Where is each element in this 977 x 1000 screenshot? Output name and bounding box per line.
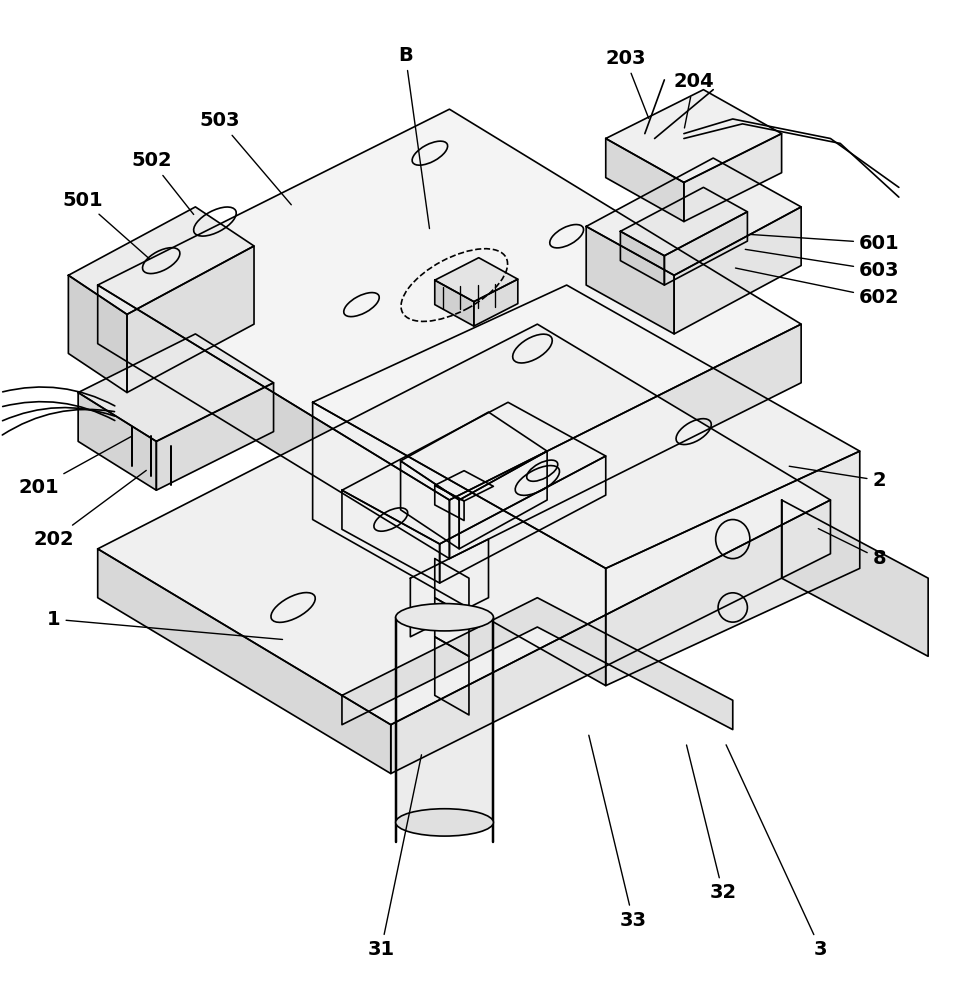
Polygon shape <box>606 451 860 686</box>
Polygon shape <box>782 500 928 656</box>
Polygon shape <box>391 500 830 774</box>
Polygon shape <box>474 279 518 326</box>
Polygon shape <box>410 539 488 637</box>
Polygon shape <box>674 207 801 334</box>
Polygon shape <box>342 598 733 730</box>
Polygon shape <box>435 637 469 715</box>
Polygon shape <box>586 158 801 275</box>
Polygon shape <box>98 285 449 559</box>
Polygon shape <box>435 280 474 326</box>
Text: B: B <box>398 46 430 229</box>
Polygon shape <box>435 258 518 302</box>
Polygon shape <box>98 549 391 774</box>
Text: 502: 502 <box>131 151 193 214</box>
Text: 203: 203 <box>605 49 649 118</box>
Polygon shape <box>586 226 674 334</box>
Text: 32: 32 <box>687 745 737 902</box>
Polygon shape <box>98 324 830 725</box>
Polygon shape <box>78 393 156 490</box>
Polygon shape <box>127 246 254 393</box>
Text: 1: 1 <box>47 610 282 639</box>
Text: 503: 503 <box>199 111 291 205</box>
Text: 8: 8 <box>819 529 886 568</box>
Polygon shape <box>664 212 747 285</box>
Text: 2: 2 <box>789 466 886 490</box>
Text: 202: 202 <box>33 470 147 549</box>
Polygon shape <box>98 109 801 500</box>
Polygon shape <box>435 485 464 521</box>
Text: 201: 201 <box>19 436 133 497</box>
Polygon shape <box>68 207 254 314</box>
Polygon shape <box>156 383 274 490</box>
Polygon shape <box>440 456 606 583</box>
Ellipse shape <box>396 809 493 836</box>
Polygon shape <box>313 402 606 686</box>
Polygon shape <box>620 187 747 256</box>
Polygon shape <box>684 134 782 222</box>
Polygon shape <box>78 334 274 441</box>
Polygon shape <box>606 139 684 222</box>
Text: 3: 3 <box>726 745 828 959</box>
Polygon shape <box>313 285 860 568</box>
Text: 31: 31 <box>367 755 421 959</box>
Polygon shape <box>68 275 127 393</box>
Text: 204: 204 <box>673 72 714 128</box>
Text: 602: 602 <box>736 268 900 307</box>
Polygon shape <box>620 231 664 285</box>
Text: 601: 601 <box>750 234 900 253</box>
Text: 501: 501 <box>63 191 149 259</box>
Polygon shape <box>342 490 440 583</box>
Polygon shape <box>449 324 801 559</box>
Ellipse shape <box>396 604 493 631</box>
Polygon shape <box>459 451 547 549</box>
Text: 603: 603 <box>745 249 900 280</box>
Polygon shape <box>606 90 782 182</box>
Polygon shape <box>401 412 547 500</box>
Polygon shape <box>435 598 469 656</box>
Text: 33: 33 <box>589 735 647 930</box>
Polygon shape <box>401 461 459 549</box>
Polygon shape <box>435 559 469 617</box>
Polygon shape <box>435 471 493 501</box>
Polygon shape <box>342 402 606 544</box>
